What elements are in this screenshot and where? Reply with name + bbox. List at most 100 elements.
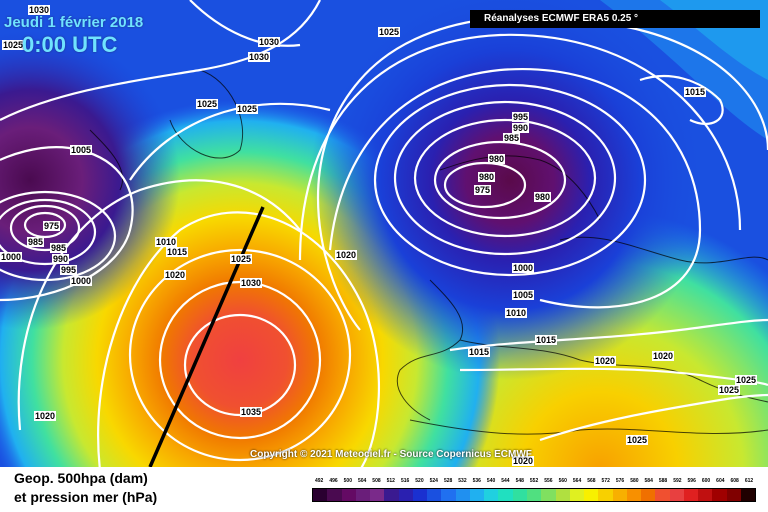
isobar-label: 1010 bbox=[155, 237, 178, 247]
color-scale-tick: 580 bbox=[630, 478, 639, 484]
isobar-label: 1020 bbox=[164, 270, 187, 280]
color-scale-tick: 564 bbox=[572, 478, 582, 484]
color-scale-tick: 528 bbox=[443, 478, 453, 484]
isobar-label: 980 bbox=[488, 154, 506, 164]
color-scale-swatch bbox=[327, 489, 342, 501]
isobar-label: 1015 bbox=[535, 335, 558, 345]
isobar-label: 1020 bbox=[652, 351, 675, 361]
isobar-label: 1030 bbox=[240, 278, 263, 288]
color-scale-swatch bbox=[712, 489, 727, 501]
color-scale-tick: 560 bbox=[558, 478, 567, 484]
isobar-label: 1025 bbox=[718, 385, 741, 395]
color-scale-swatch bbox=[555, 489, 570, 501]
map-time: 0:00 UTC bbox=[22, 32, 118, 57]
isobar-label: 980 bbox=[534, 192, 552, 202]
color-scale-swatch bbox=[398, 489, 413, 501]
map-fields bbox=[0, 0, 768, 467]
color-scale-swatch bbox=[412, 489, 428, 501]
color-scale-tick: 576 bbox=[615, 478, 625, 484]
isobar-label: 1000 bbox=[0, 252, 23, 262]
color-scale: 492 496 500 504 508 512 516 520 524 528 532 536 540 5… bbox=[312, 478, 756, 502]
color-scale-swatch bbox=[484, 489, 499, 501]
color-scale-swatch bbox=[498, 489, 513, 501]
isobar-label: 985 bbox=[27, 237, 45, 247]
isobar-label: 995 bbox=[60, 265, 78, 275]
color-scale-tick: 492 bbox=[314, 478, 324, 484]
isobar-label: 1005 bbox=[512, 290, 535, 300]
isobar-lines bbox=[0, 0, 768, 467]
isobar-label: 1020 bbox=[594, 356, 617, 366]
color-scale-swatch bbox=[612, 489, 627, 501]
color-scale-swatch bbox=[455, 489, 470, 501]
isobar-label: 985 bbox=[50, 243, 68, 253]
color-scale-tick: 500 bbox=[343, 478, 352, 484]
color-scale-swatch bbox=[512, 489, 527, 501]
isobar-label: 1005 bbox=[70, 145, 93, 155]
source-badge: Réanalyses ECMWF ERA5 0.25 ° bbox=[470, 10, 760, 28]
isobar-label: 990 bbox=[52, 254, 70, 264]
color-scale-swatch bbox=[526, 489, 542, 501]
color-scale-tick: 604 bbox=[716, 478, 725, 484]
color-scale-swatch bbox=[441, 489, 456, 501]
color-scale-swatch bbox=[683, 489, 699, 501]
color-scale-tick: 612 bbox=[744, 478, 754, 484]
color-scale-swatch bbox=[569, 489, 585, 501]
isobar-label: 1020 bbox=[335, 250, 358, 260]
color-scale-swatch bbox=[598, 489, 613, 501]
color-scale-tick: 520 bbox=[415, 478, 424, 484]
isobar-label: 995 bbox=[512, 112, 530, 122]
color-scale-tick: 608 bbox=[730, 478, 739, 484]
isobar-label: 1015 bbox=[684, 87, 707, 97]
isobar-label: 1030 bbox=[248, 52, 271, 62]
color-scale-tick: 600 bbox=[701, 478, 711, 484]
legend-line-2: et pression mer (hPa) bbox=[14, 489, 158, 505]
color-scale-tick: 568 bbox=[587, 478, 596, 484]
color-scale-swatch bbox=[313, 489, 328, 501]
isobar-label: 1030 bbox=[258, 37, 281, 47]
isobar-label: 1025 bbox=[230, 254, 253, 264]
trajectory-line bbox=[148, 206, 265, 467]
color-scale-swatch bbox=[698, 489, 713, 501]
isobar-label: 1020 bbox=[512, 456, 535, 466]
color-scale-tick: 596 bbox=[687, 478, 696, 484]
color-scale-ticks: 492 496 500 504 508 512 516 520 524 528 532 536 540 5… bbox=[312, 478, 756, 488]
color-scale-tick: 552 bbox=[529, 478, 539, 484]
color-scale-tick: 524 bbox=[429, 478, 438, 484]
color-scale-swatch bbox=[341, 489, 356, 501]
color-scale-tick: 592 bbox=[673, 478, 682, 484]
color-scale-swatch bbox=[726, 489, 741, 501]
color-scale-tick: 508 bbox=[372, 478, 381, 484]
isobar-label: 1025 bbox=[735, 375, 758, 385]
color-scale-swatch bbox=[384, 489, 399, 501]
color-scale-swatch bbox=[355, 489, 371, 501]
color-scale-swatch bbox=[469, 489, 485, 501]
copyright-text: Copyright © 2021 Meteociel.fr - Source C… bbox=[250, 449, 532, 460]
color-scale-tick: 504 bbox=[357, 478, 367, 484]
isobar-label: 1025 bbox=[378, 27, 401, 37]
isobar-label: 985 bbox=[503, 133, 521, 143]
color-scale-tick: 540 bbox=[486, 478, 496, 484]
legend-line-1: Geop. 500hpa (dam) bbox=[14, 470, 148, 486]
color-scale-tick: 536 bbox=[472, 478, 481, 484]
color-scale-tick: 532 bbox=[458, 478, 467, 484]
color-scale-swatch bbox=[641, 489, 656, 501]
color-scale-tick: 588 bbox=[658, 478, 668, 484]
isobar-label: 1025 bbox=[626, 435, 649, 445]
color-scale-tick: 544 bbox=[501, 478, 510, 484]
isobar-label: 1000 bbox=[512, 263, 535, 273]
color-scale-swatch bbox=[740, 489, 756, 501]
color-scale-swatch bbox=[584, 489, 599, 501]
color-scale-tick: 496 bbox=[329, 478, 338, 484]
color-scale-swatch bbox=[370, 489, 385, 501]
isobar-label: 1035 bbox=[240, 407, 263, 417]
isobar-label: 1025 bbox=[196, 99, 219, 109]
color-scale-swatch bbox=[541, 489, 556, 501]
color-scale-tick: 516 bbox=[400, 478, 410, 484]
color-scale-swatch bbox=[427, 489, 442, 501]
color-scale-swatch bbox=[626, 489, 642, 501]
isobar-label: 990 bbox=[512, 123, 530, 133]
isobar-label: 980 bbox=[478, 172, 496, 182]
isobar-label: 1010 bbox=[505, 308, 528, 318]
map-date: Jeudi 1 février 2018 bbox=[4, 14, 144, 31]
color-scale-swatch bbox=[655, 489, 670, 501]
